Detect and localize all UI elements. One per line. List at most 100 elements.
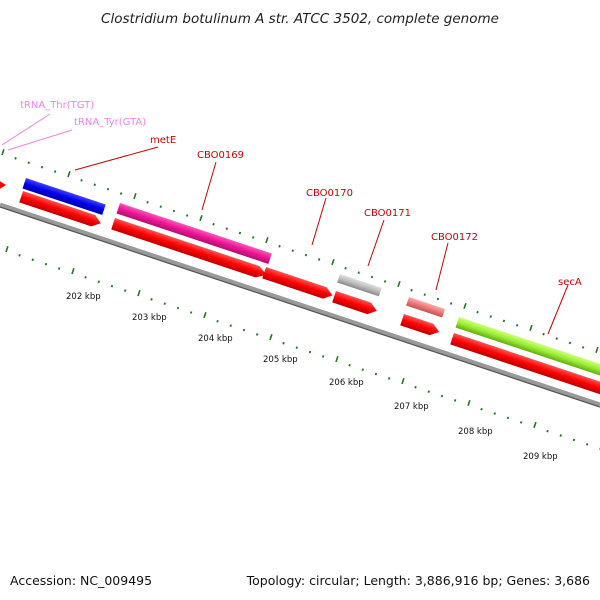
- genome-backbone: [0, 202, 600, 408]
- minor-tick: [278, 244, 281, 248]
- minor-tick: [436, 297, 440, 301]
- minor-tick: [212, 222, 215, 226]
- minor-tick: [40, 165, 44, 169]
- minor-tick: [159, 205, 162, 208]
- feature-labels: tRNA_Thr(TGT) tRNA_Tyr(GTA) metE CBO0169…: [20, 100, 582, 288]
- minor-tick: [317, 258, 321, 261]
- major-tick: [269, 333, 273, 341]
- minor-tick: [344, 266, 347, 270]
- minor-tick: [176, 306, 180, 310]
- cbo0171-leader: [367, 219, 385, 267]
- seca-feature[interactable]: [455, 317, 600, 378]
- major-tick: [595, 346, 599, 354]
- minor-tick: [242, 328, 246, 332]
- minor-tick: [14, 157, 17, 160]
- minor-tick: [348, 363, 351, 367]
- trna-thr-label: tRNA_Thr(TGT): [20, 100, 94, 111]
- major-tick: [137, 290, 141, 297]
- genome-summary-text: Topology: circular; Length: 3,886,916 bp…: [246, 573, 590, 588]
- minor-tick: [295, 346, 298, 349]
- minor-tick: [502, 319, 506, 323]
- minor-tick: [387, 377, 391, 380]
- scale-tick-labels: 202 kbp 203 kbp 204 kbp 205 kbp 206 kbp …: [66, 292, 558, 462]
- minor-tick: [150, 298, 153, 301]
- minor-tick: [480, 407, 483, 411]
- cbo0172-label: CBO0172: [431, 232, 478, 243]
- major-tick: [397, 280, 401, 288]
- minor-tick: [31, 258, 34, 262]
- minor-tick: [291, 249, 294, 252]
- major-tick: [67, 171, 71, 178]
- major-tick: [71, 268, 75, 275]
- minor-tick: [414, 385, 417, 389]
- cbo0171-feature[interactable]: [337, 274, 382, 297]
- map-title: Clostridium botulinum A str. ATCC 3502, …: [101, 11, 499, 27]
- minor-tick: [238, 231, 242, 235]
- minor-tick: [449, 302, 453, 305]
- minor-tick: [427, 390, 430, 393]
- leader-lines: [1, 113, 569, 335]
- minor-tick: [251, 236, 255, 239]
- minor-tick: [519, 421, 523, 424]
- mete-feature[interactable]: [22, 178, 106, 215]
- minor-tick: [374, 372, 378, 376]
- tick-label-207kbp: 207 kbp: [394, 402, 429, 412]
- minor-tick: [80, 179, 83, 182]
- minor-tick: [225, 227, 228, 230]
- minor-tick: [542, 332, 545, 336]
- minor-tick: [515, 324, 519, 327]
- minor-tick: [189, 311, 193, 314]
- minor-tick: [304, 253, 308, 257]
- major-tick: [199, 214, 203, 222]
- scale-tick-ring: [5, 246, 600, 450]
- cds-arrow[interactable]: [111, 218, 269, 281]
- cbo0172-feature[interactable]: [406, 297, 446, 318]
- minor-tick: [572, 438, 576, 442]
- minor-tick: [440, 394, 444, 398]
- major-tick: [467, 399, 471, 407]
- minor-tick: [123, 289, 127, 292]
- trna-tyr-leader: [7, 129, 73, 151]
- cds-arrow[interactable]: [332, 291, 378, 317]
- minor-tick: [146, 201, 149, 204]
- tick-label-202kbp: 202 kbp: [66, 292, 101, 302]
- minor-tick: [255, 333, 259, 336]
- cbo0170-leader: [311, 197, 327, 246]
- tick-label-206kbp: 206 kbp: [329, 378, 364, 388]
- minor-tick: [559, 434, 562, 437]
- minor-tick: [163, 302, 166, 305]
- cbo0169-feature[interactable]: [116, 203, 272, 264]
- tick-label-209kbp: 209 kbp: [523, 452, 558, 462]
- cds-arrows: [0, 180, 600, 401]
- outer-tick-ring: [1, 149, 599, 354]
- cbo0170-label: CBO0170: [306, 188, 353, 199]
- cds-arrow[interactable]: [450, 333, 600, 401]
- minor-tick: [546, 429, 549, 433]
- minor-tick: [506, 416, 510, 420]
- major-tick: [203, 311, 207, 319]
- major-tick: [463, 302, 467, 310]
- minor-tick: [585, 443, 589, 446]
- minor-tick: [383, 280, 387, 283]
- cbo0172-leader: [435, 242, 449, 291]
- major-tick: [529, 324, 533, 332]
- cbo0171-label: CBO0171: [364, 208, 411, 219]
- seca-leader: [547, 284, 569, 335]
- cds-arrow-edge[interactable]: [0, 180, 6, 190]
- trna-thr-leader: [1, 113, 51, 146]
- tick-label-205kbp: 205 kbp: [263, 355, 298, 365]
- cds-arrow[interactable]: [262, 267, 334, 301]
- trna-tyr-label: tRNA_Tyr(GTA): [74, 117, 146, 128]
- minor-tick: [44, 262, 48, 266]
- minor-tick: [84, 276, 87, 279]
- minor-tick: [476, 310, 479, 314]
- cds-arrow[interactable]: [19, 191, 102, 229]
- minor-tick: [361, 368, 364, 371]
- minor-tick: [357, 271, 360, 274]
- tick-label-208kbp: 208 kbp: [458, 427, 493, 437]
- minor-tick: [321, 355, 325, 358]
- major-tick: [133, 193, 137, 200]
- minor-tick: [453, 399, 457, 402]
- feature-blocks: [22, 178, 600, 378]
- cds-arrow[interactable]: [400, 314, 441, 338]
